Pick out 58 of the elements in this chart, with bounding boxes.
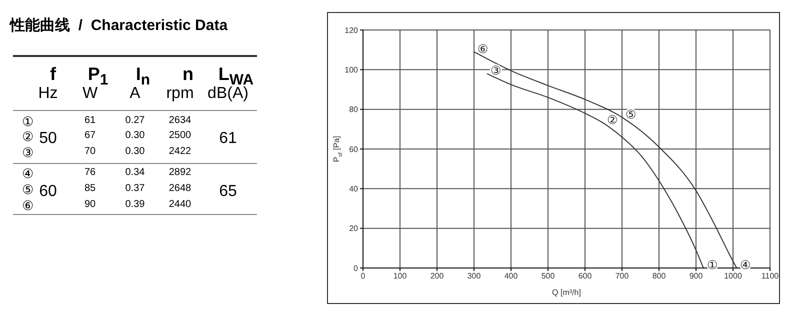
y-tick-label: 80 bbox=[349, 105, 359, 114]
text: 67 bbox=[84, 130, 96, 141]
text: 性能曲线 / Characteristic Data bbox=[10, 16, 228, 35]
text: 90 bbox=[84, 199, 96, 210]
y-tick-label: 120 bbox=[344, 26, 359, 35]
y-tick-label: 60 bbox=[349, 144, 359, 154]
category-label: f bbox=[50, 64, 56, 84]
x-tick-label: 500 bbox=[541, 272, 556, 281]
text: 0.34 bbox=[125, 167, 145, 178]
text: 2422 bbox=[168, 146, 192, 157]
text: 0.39 bbox=[125, 199, 145, 210]
x-axis-title: Q [m³/h] bbox=[552, 288, 581, 297]
text: 50 bbox=[39, 130, 57, 147]
category-label: ⑥ bbox=[22, 198, 34, 213]
text: 2500 bbox=[168, 130, 192, 141]
annotation: ② bbox=[607, 113, 618, 128]
category-label: ⑤ bbox=[22, 182, 34, 197]
y-tick-label: 0 bbox=[354, 264, 359, 273]
x-tick-label: 100 bbox=[393, 272, 408, 281]
text: 0.30 bbox=[125, 146, 145, 157]
text: 2892 bbox=[168, 167, 192, 178]
x-tick-label: 1100 bbox=[761, 272, 780, 281]
x-tick-label: 800 bbox=[652, 272, 666, 281]
x-tick-label: 600 bbox=[578, 272, 592, 281]
text: 61 bbox=[84, 115, 96, 126]
category-label: n bbox=[182, 64, 194, 84]
x-tick-label: 300 bbox=[467, 272, 482, 281]
x-tick-label: 0 bbox=[360, 272, 366, 281]
x-tick-label: 200 bbox=[430, 272, 444, 281]
text: 76 bbox=[84, 167, 96, 178]
x-tick-label: 1000 bbox=[724, 272, 742, 281]
line-series bbox=[486, 73, 704, 268]
category-label: ③ bbox=[22, 145, 34, 160]
text: 65 bbox=[219, 183, 237, 200]
category-label: ④ bbox=[22, 166, 34, 181]
annotation: ⑥ bbox=[478, 42, 488, 56]
x-tick-label: 900 bbox=[689, 272, 704, 281]
text: 85 bbox=[84, 183, 96, 194]
text: 70 bbox=[84, 146, 96, 157]
text: 60 bbox=[39, 183, 57, 200]
text: 0.27 bbox=[125, 115, 145, 126]
text: rpm bbox=[166, 85, 194, 102]
text: 2634 bbox=[168, 115, 192, 126]
category-label: ② bbox=[22, 129, 34, 144]
x-tick-label: 700 bbox=[615, 272, 630, 281]
y-tick-label: 40 bbox=[349, 184, 359, 194]
x-tick-label: 400 bbox=[504, 272, 518, 281]
y-tick-label: 20 bbox=[349, 224, 359, 234]
text: 0.30 bbox=[125, 130, 145, 141]
annotation: ⑤ bbox=[626, 107, 636, 122]
y-tick-label: 100 bbox=[344, 66, 359, 75]
text: 61 bbox=[219, 130, 237, 147]
text: 2648 bbox=[168, 183, 192, 194]
category-label: ① bbox=[22, 114, 34, 129]
text: Hz bbox=[38, 85, 58, 102]
text: 0.37 bbox=[125, 183, 145, 194]
text: 2440 bbox=[168, 199, 192, 210]
text: W bbox=[82, 85, 98, 102]
